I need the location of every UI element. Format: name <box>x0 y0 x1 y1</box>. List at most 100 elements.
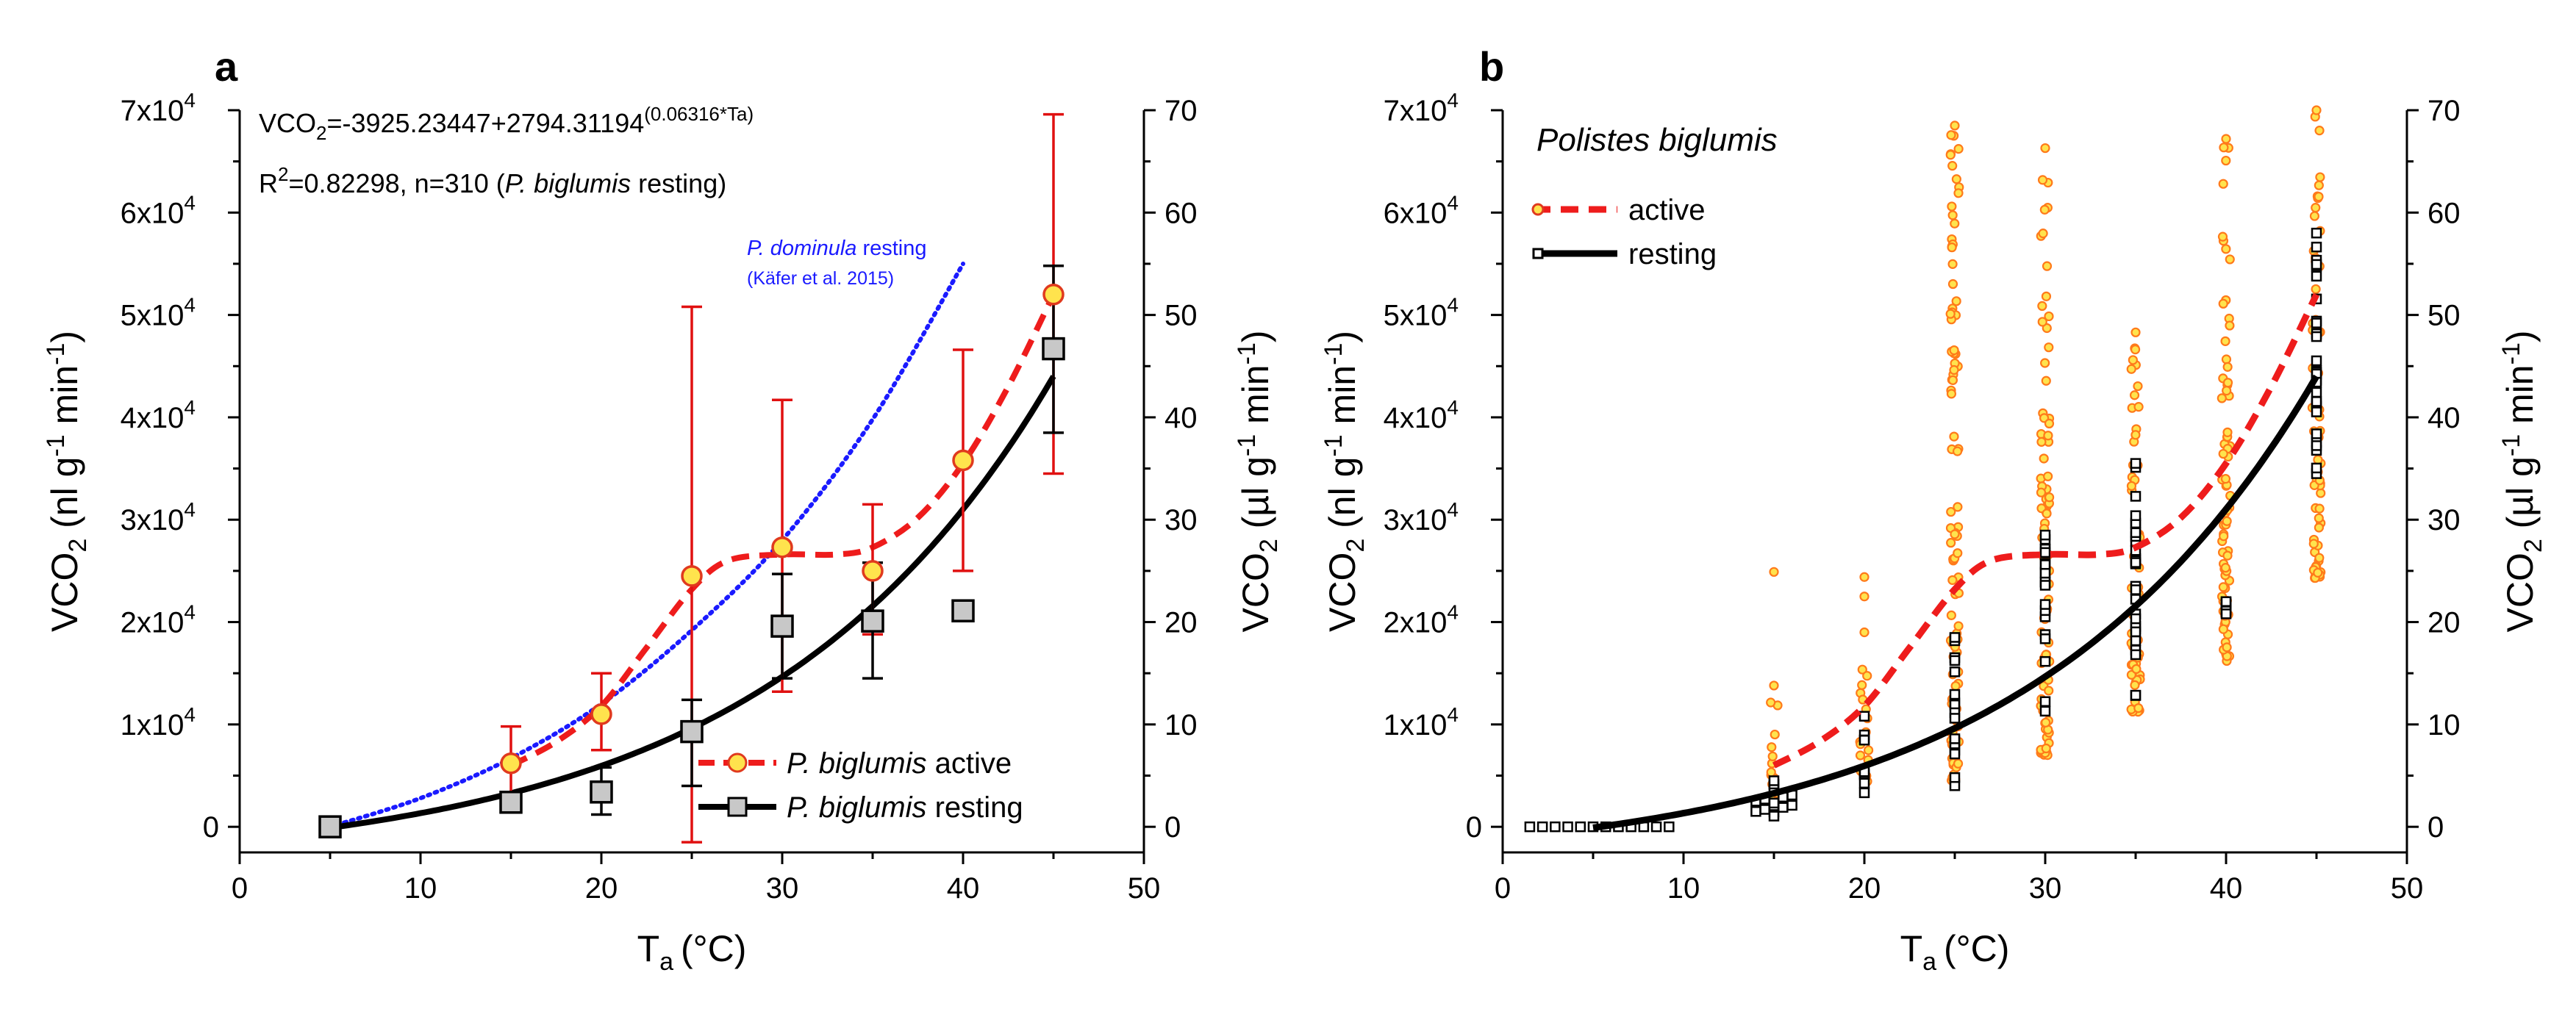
active-observation <box>2311 105 2322 115</box>
x-tick-label: 30 <box>2029 872 2062 905</box>
dominula-fit-line <box>328 262 965 830</box>
active-observation <box>2036 436 2047 447</box>
panel-b-x-axis-title: Ta (°C) <box>1900 928 2010 976</box>
active-observation <box>2222 642 2232 653</box>
active-observation <box>2128 355 2138 365</box>
active-observation <box>2126 364 2136 374</box>
active-observation <box>1859 572 1870 582</box>
x-tick-label: 50 <box>2391 872 2424 905</box>
active-observation <box>2219 143 2229 153</box>
resting-observation <box>1786 799 1797 811</box>
resting-observation <box>2130 635 2142 647</box>
active-observation <box>2218 179 2228 189</box>
resting-mean-point <box>770 614 794 638</box>
active-observation <box>2313 567 2323 578</box>
active-observation <box>2221 354 2232 364</box>
legend-b-active-marker <box>1531 203 1545 216</box>
active-observation <box>2311 284 2321 295</box>
active-observation <box>2311 203 2321 213</box>
y-tick-label-right: 30 <box>1164 504 1198 536</box>
y-tick-label-right: 20 <box>2427 607 2461 639</box>
active-observation <box>1770 729 1780 740</box>
active-observation <box>2314 503 2325 514</box>
active-fit-line <box>1772 292 2320 769</box>
active-observation <box>2220 336 2230 346</box>
panel-a-legend: P. biglumis active P. biglumis resting <box>698 747 1023 824</box>
resting-observation <box>1550 821 1561 833</box>
active-observation <box>1950 218 1960 229</box>
active-observation <box>2309 211 2320 221</box>
resting-observation <box>1858 787 1870 799</box>
active-observation <box>1945 150 1956 160</box>
active-mean-point <box>862 560 884 582</box>
panel-b-scatter <box>1524 105 2326 833</box>
legend-b-active-label: active <box>1628 194 1706 226</box>
y-tick-label-right: 10 <box>1164 709 1198 741</box>
active-observation <box>1950 121 1960 131</box>
active-observation <box>2314 126 2325 136</box>
x-tick-label: 0 <box>1495 872 1511 905</box>
active-observation <box>1950 680 1961 691</box>
panel-a-y-axis-title-left: VCO2 (nl g-1 min-1) <box>42 331 92 632</box>
active-observation <box>1953 502 1963 512</box>
active-observation <box>2044 342 2054 353</box>
y-tick-label-left: 2x104 <box>1384 601 1459 639</box>
active-observation <box>2217 393 2227 403</box>
resting-observation <box>1949 666 1961 678</box>
dominula-reference: (Käfer et al. 2015) <box>747 268 894 289</box>
resting-observation <box>2039 580 2051 591</box>
active-observation <box>2225 254 2235 265</box>
active-observation <box>2042 508 2052 519</box>
active-observation <box>1949 364 1959 375</box>
active-observation <box>2220 474 2231 484</box>
resting-observation <box>2311 462 2322 474</box>
active-observation <box>1767 751 1778 761</box>
active-observation <box>1947 210 1958 220</box>
active-observation <box>1946 506 1956 517</box>
active-observation <box>1769 680 1779 691</box>
resting-observation <box>1778 802 1789 813</box>
panel-b-y-axis-title-left: VCO2 (nl g-1 min-1) <box>1320 331 1370 632</box>
x-tick-label: 10 <box>404 872 437 905</box>
resting-observation <box>1524 821 1536 833</box>
resting-observation <box>1949 632 1961 643</box>
legend-active-label: P. biglumis active <box>787 747 1012 780</box>
resting-observation <box>2039 655 2051 667</box>
y-tick-label-right: 60 <box>2427 197 2461 229</box>
y-tick-label-right: 70 <box>1164 95 1198 127</box>
active-observation <box>1859 627 1870 638</box>
resting-observation <box>2130 458 2142 469</box>
panel-a-x-axis-title: Ta (°C) <box>637 928 747 976</box>
active-observation <box>2222 385 2232 396</box>
active-observation <box>2130 344 2141 355</box>
active-observation <box>2043 431 2053 441</box>
resting-mean-point <box>590 780 613 804</box>
active-observation <box>1946 130 1956 140</box>
y-tick-label-right: 10 <box>2427 709 2461 741</box>
resting-observation <box>1562 821 1573 833</box>
active-observation <box>2036 487 2047 497</box>
resting-observation <box>1858 777 1870 789</box>
panel-letter-b: b <box>1479 43 1504 90</box>
panel-b-title: Polistes biglumis <box>1536 122 1778 158</box>
active-observation <box>1953 144 1964 154</box>
active-observation <box>2131 664 2142 675</box>
legend-b-resting-label: resting <box>1628 238 1717 270</box>
resting-observation <box>1858 711 1870 722</box>
panel-a-markers <box>318 284 1065 838</box>
equation-line-2: R2=0.82298, n=310 (P. biglumis resting) <box>259 163 726 198</box>
y-tick-label-right: 20 <box>1164 607 1198 639</box>
y-tick-label-right: 50 <box>1164 300 1198 332</box>
active-fit-line <box>509 293 1056 769</box>
panel-b-legend: active resting <box>1531 194 1717 270</box>
active-observation <box>2313 455 2323 465</box>
y-tick-label-left: 1x104 <box>121 703 196 741</box>
active-observation <box>2044 311 2054 322</box>
active-observation <box>2217 231 2228 242</box>
resting-observation <box>1750 806 1761 817</box>
active-observation <box>2225 320 2235 331</box>
